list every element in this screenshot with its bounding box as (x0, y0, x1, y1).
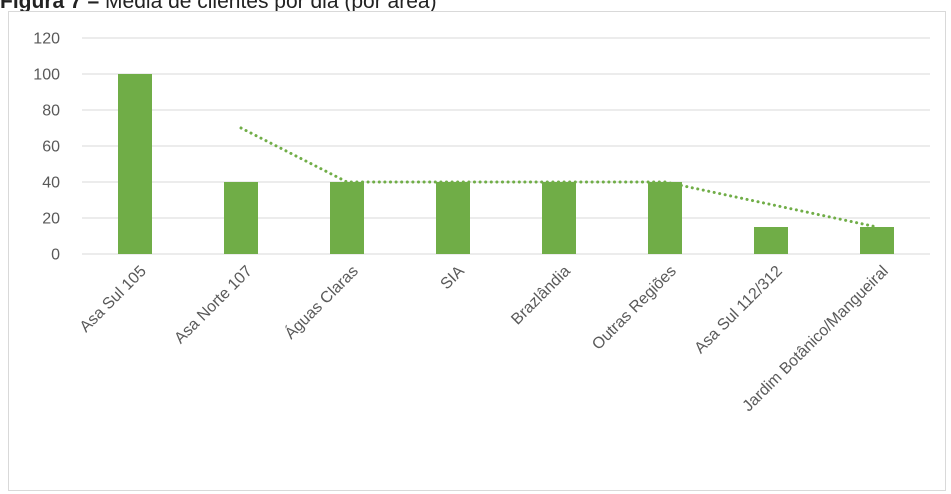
figure-caption: Figura 7 – Média de clientes por dia (po… (0, 0, 437, 13)
y-tick-label: 100 (33, 67, 60, 84)
bar (754, 227, 788, 254)
x-tick-label: SIA (438, 263, 468, 293)
y-tick-label: 120 (33, 31, 60, 48)
x-tick-label: Águas Claras (280, 261, 361, 342)
y-tick-label: 0 (51, 247, 60, 264)
bar (118, 74, 152, 254)
x-tick-label: Brazlândia (508, 263, 574, 329)
y-tick-label: 20 (42, 211, 60, 228)
y-tick-label: 80 (42, 103, 60, 120)
bar (330, 182, 364, 254)
bar (542, 182, 576, 254)
bar (436, 182, 470, 254)
x-tick-label: Asa Norte 107 (171, 263, 255, 347)
x-tick-label: Asa Sul 112/312 (692, 263, 786, 357)
x-tick-label: Outras Regiões (589, 263, 680, 354)
bar (860, 227, 894, 254)
y-tick-label: 60 (42, 139, 60, 156)
bar (648, 182, 682, 254)
bar (224, 182, 258, 254)
figure-title: Média de clientes por dia (por área) (105, 0, 437, 13)
y-tick-label: 40 (42, 175, 60, 192)
figure-label: Figura 7 – (0, 0, 100, 13)
chart-frame (8, 11, 946, 491)
trendline (239, 126, 879, 229)
x-tick-label: Asa Sul 105 (77, 263, 150, 336)
